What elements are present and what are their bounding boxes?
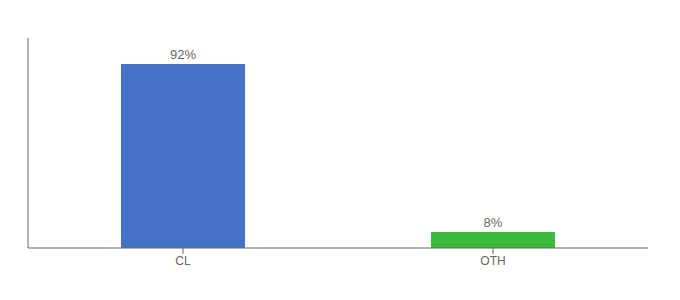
- svg-text:92%: 92%: [170, 47, 196, 62]
- svg-text:8%: 8%: [484, 215, 503, 230]
- svg-text:OTH: OTH: [480, 254, 505, 268]
- svg-text:CL: CL: [175, 254, 191, 268]
